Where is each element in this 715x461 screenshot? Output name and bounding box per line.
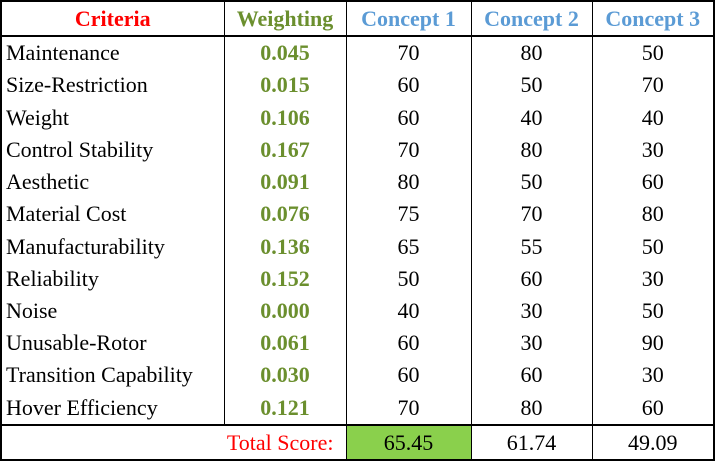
criteria-header: Criteria <box>2 2 224 37</box>
concept-1-score: 75 <box>345 198 471 231</box>
criterion-label: Manufacturability <box>6 233 165 259</box>
concept-3-header: Concept 3 <box>591 2 713 37</box>
concept-3-score: 50 <box>591 36 713 70</box>
table-row: Hover Efficiency 0.121 70 80 60 <box>2 391 713 425</box>
concept-3-score: 90 <box>591 327 713 360</box>
concept-3-score: 30 <box>591 262 713 295</box>
concept-1-header: Concept 1 <box>345 2 471 37</box>
weight-value: 0.061 <box>223 327 346 360</box>
criterion-label: Material Cost <box>6 201 127 227</box>
table-row: Noise 0.000 40 30 50 <box>2 294 713 328</box>
concept-2-score: 60 <box>470 359 592 392</box>
table-row: Unusable-Rotor 0.061 60 30 90 <box>2 327 713 360</box>
criterion-label: Unusable-Rotor <box>6 330 147 356</box>
criterion-label: Hover Efficiency <box>6 394 158 420</box>
concept-1-score: 50 <box>345 262 471 295</box>
concept-3-total-score: 49.09 <box>591 424 713 459</box>
concept-3-score: 70 <box>591 69 713 102</box>
criterion-label: Reliability <box>6 265 99 291</box>
criterion-label: Weight <box>6 104 69 130</box>
weight-value: 0.045 <box>223 36 346 70</box>
concept-3-score: 60 <box>591 391 713 425</box>
header-row: Criteria Weighting Concept 1 Concept 2 C… <box>2 2 713 37</box>
total-score-label: Total Score: <box>2 424 346 459</box>
weight-value: 0.076 <box>223 198 346 231</box>
concept-3-score: 30 <box>591 359 713 392</box>
concept-1-score: 70 <box>345 133 471 166</box>
concept-3-score: 80 <box>591 198 713 231</box>
concept-3-score: 40 <box>591 101 713 134</box>
total-score-row: Total Score: 65.45 61.74 49.09 <box>2 424 713 459</box>
table-row: Weight 0.106 60 40 40 <box>2 101 713 134</box>
weighting-header: Weighting <box>223 2 346 37</box>
weight-value: 0.091 <box>223 165 346 199</box>
concept-2-header: Concept 2 <box>470 2 592 37</box>
table-row: Aesthetic 0.091 80 50 60 <box>2 165 713 199</box>
concept-3-score: 50 <box>591 294 713 328</box>
concept-1-score: 60 <box>345 359 471 392</box>
weight-value: 0.030 <box>223 359 346 392</box>
table-row: Transition Capability 0.030 60 60 30 <box>2 359 713 392</box>
concept-1-score: 80 <box>345 165 471 199</box>
concept-2-score: 80 <box>470 391 592 425</box>
weight-value: 0.000 <box>223 294 346 328</box>
table-row: Reliability 0.152 50 60 30 <box>2 262 713 295</box>
concept-3-score: 60 <box>591 165 713 199</box>
concept-1-score: 70 <box>345 391 471 425</box>
concept-1-score: 60 <box>345 69 471 102</box>
criterion-label: Control Stability <box>6 136 154 162</box>
concept-2-score: 80 <box>470 133 592 166</box>
criterion-label: Aesthetic <box>6 169 90 195</box>
concept-2-score: 70 <box>470 198 592 231</box>
concept-3-score: 30 <box>591 133 713 166</box>
concept-2-score: 50 <box>470 165 592 199</box>
concept-1-total-score: 65.45 <box>345 424 471 459</box>
concept-1-score: 40 <box>345 294 471 328</box>
weight-value: 0.136 <box>223 230 346 263</box>
concept-2-total-score: 61.74 <box>470 424 592 459</box>
criterion-label: Noise <box>6 298 58 323</box>
criterion-label: Size-Restriction <box>6 72 148 98</box>
concept-2-score: 40 <box>470 101 592 134</box>
concept-2-score: 30 <box>470 294 592 328</box>
weight-value: 0.152 <box>223 262 346 295</box>
concept-3-score: 50 <box>591 230 713 263</box>
concept-1-score: 60 <box>345 327 471 360</box>
table-row: Material Cost 0.076 75 70 80 <box>2 198 713 231</box>
weight-value: 0.015 <box>223 69 346 102</box>
table-row: Maintenance 0.045 70 80 50 <box>2 36 713 70</box>
weight-value: 0.106 <box>223 101 346 134</box>
weight-value: 0.121 <box>223 391 346 425</box>
concept-2-score: 50 <box>470 69 592 102</box>
concept-2-score: 30 <box>470 327 592 360</box>
concept-1-score: 70 <box>345 36 471 70</box>
concept-2-score: 60 <box>470 262 592 295</box>
table-row: Size-Restriction 0.015 60 50 70 <box>2 69 713 102</box>
table-row: Manufacturability 0.136 65 55 50 <box>2 230 713 263</box>
criterion-label: Maintenance <box>6 40 120 66</box>
concept-2-score: 55 <box>470 230 592 263</box>
criterion-label: Transition Capability <box>6 362 193 388</box>
concept-2-score: 80 <box>470 36 592 70</box>
concept-1-score: 60 <box>345 101 471 134</box>
weight-value: 0.167 <box>223 133 346 166</box>
table-row: Control Stability 0.167 70 80 30 <box>2 133 713 166</box>
concept-1-score: 65 <box>345 230 471 263</box>
